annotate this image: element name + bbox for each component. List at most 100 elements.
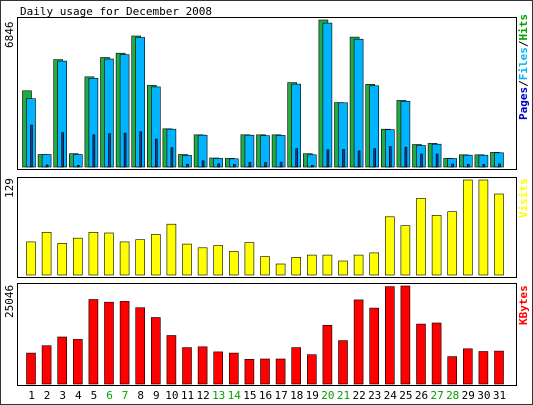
kbytes-bar	[338, 340, 348, 385]
x-tick-label: 20	[321, 389, 334, 402]
x-tick-label: 17	[274, 389, 287, 402]
pages-bar	[233, 164, 236, 168]
kbytes-bar	[26, 352, 36, 385]
x-tick-label: 18	[290, 389, 303, 402]
visits-bar	[197, 247, 208, 276]
pages-bar	[498, 163, 501, 168]
x-tick-label: 11	[181, 389, 194, 402]
hits-ymax-label: 6846	[3, 22, 16, 49]
pages-bar	[45, 164, 49, 168]
visits-bar	[478, 179, 489, 276]
x-axis-labels: 1 2 3 4 5 6 7 8 9 10 11 12 13 14 15 16 17 18 19 20 21 22 23 24 2…	[28, 389, 506, 402]
visits-bar	[26, 241, 36, 276]
visits-bar	[88, 232, 99, 276]
x-tick-label: 19	[306, 389, 319, 402]
kbytes-bar	[369, 307, 380, 385]
x-tick-label: 25	[399, 389, 412, 402]
x-tick-label: 31	[493, 389, 506, 402]
x-tick-label: 27	[430, 389, 443, 402]
kbytes-bar	[182, 347, 192, 385]
kbytes-bar	[151, 317, 161, 385]
x-tick-label: 8	[137, 389, 144, 402]
pages-bar	[310, 165, 314, 168]
pages-bar	[420, 153, 423, 168]
kbytes-bar	[322, 324, 333, 385]
x-tick-label: 28	[446, 389, 459, 402]
pages-bar	[61, 132, 65, 168]
pages-bar	[482, 164, 486, 168]
visits-bar	[73, 237, 83, 276]
x-tick-label: 6	[106, 389, 113, 402]
pages-bar	[170, 147, 174, 168]
x-tick-label: 9	[153, 389, 160, 402]
pages-bar	[326, 149, 330, 168]
visits-bar	[260, 256, 270, 276]
files-bar	[322, 22, 333, 168]
x-tick-label: 21	[337, 389, 350, 402]
kbytes-bar	[104, 301, 114, 385]
x-tick-label: 2	[44, 389, 51, 402]
kbytes-bar	[166, 335, 177, 385]
pages-bar	[108, 133, 111, 168]
visits-bar	[229, 251, 239, 276]
kbytes-bar	[88, 299, 99, 385]
visits-bar	[151, 234, 161, 276]
kbytes-bar	[41, 345, 52, 385]
x-tick-label: 30	[477, 389, 490, 402]
legend-sep-1: /	[517, 80, 530, 87]
legend-kbytes: KBytes	[517, 285, 530, 325]
pages-bar	[357, 150, 361, 168]
kbytes-bar	[244, 358, 255, 385]
kbytes-bar	[431, 322, 442, 385]
pages-bar	[466, 164, 470, 168]
kbytes-bar	[478, 351, 489, 385]
kbytes-bar	[447, 356, 458, 385]
kbytes-bar	[494, 350, 504, 385]
pages-bar	[404, 146, 408, 168]
kbytes-bar	[353, 299, 364, 385]
x-tick-label: 22	[352, 389, 365, 402]
hits-panel-frame	[17, 17, 517, 170]
kbytes-bar	[73, 339, 83, 385]
legend-sep-2: /	[517, 40, 530, 47]
kbytes-bar	[275, 358, 286, 385]
visits-bar	[416, 198, 426, 276]
x-tick-label: 12	[196, 389, 209, 402]
pages-bar	[139, 131, 142, 168]
x-tick-label: 5	[91, 389, 98, 402]
x-tick-label: 3	[59, 389, 66, 402]
x-tick-label: 10	[165, 389, 178, 402]
visits-bar	[135, 239, 145, 276]
kbytes-bar	[306, 354, 317, 385]
pages-bar	[373, 148, 377, 168]
pages-bar	[155, 138, 158, 168]
pages-bar	[77, 165, 80, 168]
kbytes-bar	[119, 301, 130, 385]
x-tick-label: 4	[75, 389, 82, 402]
visits-panel-frame	[17, 177, 517, 278]
x-tick-label: 23	[368, 389, 381, 402]
x-tick-label: 16	[259, 389, 272, 402]
x-tick-label: 26	[415, 389, 428, 402]
visits-bar	[41, 232, 52, 276]
visits-bar	[447, 211, 458, 276]
kbytes-panel-frame	[17, 283, 517, 386]
kbytes-bar	[213, 351, 223, 385]
visits-bar	[384, 216, 395, 276]
visits-bar	[306, 254, 317, 276]
pages-bar	[186, 163, 189, 168]
visits-bar	[104, 232, 114, 276]
legend-pages: Pages	[517, 87, 530, 120]
pages-bar	[92, 134, 96, 168]
visits-bar	[431, 215, 442, 276]
files-bar	[353, 38, 364, 168]
kbytes-bar	[260, 358, 270, 385]
pages-bar	[248, 162, 252, 168]
pages-bar	[201, 160, 205, 168]
visits-bar	[462, 179, 473, 276]
x-tick-label: 13	[212, 389, 225, 402]
pages-bar	[264, 162, 267, 168]
kbytes-bar	[400, 285, 411, 385]
